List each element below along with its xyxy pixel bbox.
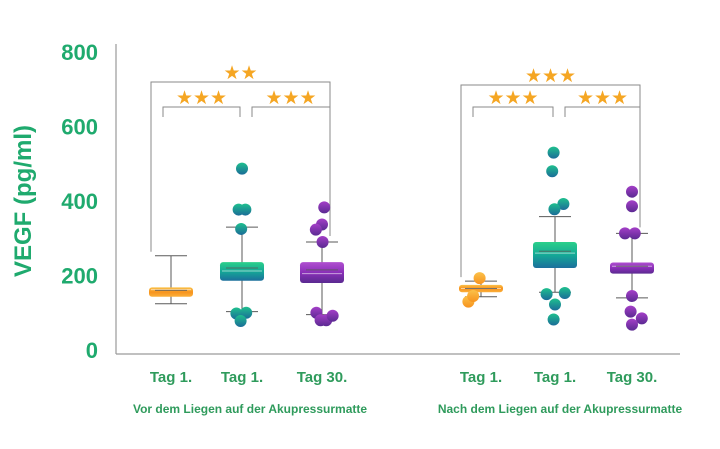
y-tick-label: 800 [61,40,98,65]
data-point [619,227,631,240]
category-label: Tag 1. [221,369,263,386]
significance-stars: ★★★ [487,88,538,109]
category-label: Tag 30. [297,369,348,386]
data-point [626,289,638,302]
group-label: Nach dem Liegen auf der Akupressurmatte [438,402,683,416]
significance-stars: ★★★ [265,88,316,109]
category-label: Tag 1. [534,369,576,386]
data-point [467,289,480,302]
data-point [624,305,637,318]
significance-bracket [460,84,641,278]
data-point [540,288,553,301]
significance-stars: ★★ [223,63,257,84]
data-point [546,165,559,178]
significance-bracket [162,106,241,117]
data-point [473,272,486,285]
data-point [548,203,561,216]
significance-stars: ★★★ [577,88,628,109]
y-axis-label: VEGF (pg/ml) [10,125,37,277]
data-point [239,203,252,216]
data-point [558,287,571,300]
data-point [316,235,329,248]
data-point [309,223,322,236]
category-label: Tag 1. [460,369,502,386]
y-tick-label: 600 [61,115,98,140]
significance-bracket [150,81,331,252]
data-point [549,298,561,311]
y-tick-label: 0 [86,338,98,363]
data-point [626,200,638,213]
significance-bracket [251,106,331,117]
data-point [236,162,248,175]
box-teal [533,241,577,269]
data-point [318,201,331,214]
data-point [557,197,570,210]
significance-stars: ★★★ [525,66,576,87]
box-orange [149,287,193,297]
data-point [547,146,560,159]
data-point [326,309,339,322]
data-point [628,227,641,240]
data-point [234,314,247,327]
significance-stars: ★★★ [176,88,227,109]
category-label: Tag 30. [607,369,658,386]
data-point [235,222,248,235]
significance-bracket [564,106,641,117]
data-point [547,313,560,326]
y-tick-label: 200 [61,264,98,289]
data-point [635,312,648,325]
box-purple [610,262,654,274]
category-label: Tag 1. [150,369,192,386]
significance-bracket [472,106,554,117]
data-point [626,185,638,198]
data-point [626,318,638,331]
box-purple [300,262,344,283]
y-tick-label: 400 [61,189,98,214]
group-label: Vor dem Liegen auf der Akupressurmatte [133,402,367,416]
